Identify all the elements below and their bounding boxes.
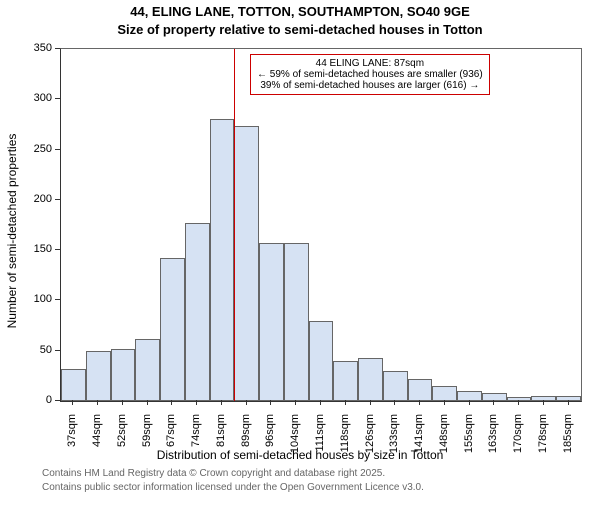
x-tick-mark [345,400,346,405]
x-tick-label: 178sqm [537,414,549,514]
y-tick-mark [55,98,60,99]
y-tick-label: 0 [46,394,52,406]
marker-line [234,49,235,401]
histogram-bar [556,396,581,401]
histogram-bar [135,339,160,401]
y-tick-label: 200 [34,193,52,205]
y-axis-label: Number of semi-detached properties [5,55,19,407]
x-tick-label: 148sqm [438,414,450,514]
y-tick-label: 350 [34,42,52,54]
histogram-bar [259,243,284,401]
histogram-bar [333,361,358,401]
x-tick-label: 89sqm [240,414,252,514]
histogram-bar [309,321,334,401]
x-tick-label: 170sqm [512,414,524,514]
chart-title-1: 44, ELING LANE, TOTTON, SOUTHAMPTON, SO4… [0,4,600,19]
y-tick-mark [55,400,60,401]
x-tick-mark [370,400,371,405]
annotation-line-3: 39% of semi-detached houses are larger (… [257,80,483,91]
y-tick-mark [55,48,60,49]
x-tick-mark [147,400,148,405]
x-tick-label: 44sqm [91,414,103,514]
x-tick-label: 141sqm [413,414,425,514]
x-tick-mark [97,400,98,405]
x-tick-mark [221,400,222,405]
x-tick-mark [419,400,420,405]
x-tick-label: 74sqm [190,414,202,514]
histogram-bar [234,126,259,401]
x-tick-label: 118sqm [339,414,351,514]
y-tick-label: 300 [34,92,52,104]
x-tick-label: 126sqm [364,414,376,514]
y-tick-mark [55,249,60,250]
x-tick-mark [246,400,247,405]
histogram-bar [185,223,210,401]
x-tick-label: 96sqm [264,414,276,514]
chart-container: 44, ELING LANE, TOTTON, SOUTHAMPTON, SO4… [0,0,600,500]
histogram-bar [111,349,136,401]
y-tick-label: 250 [34,143,52,155]
histogram-bar [210,119,235,401]
x-tick-mark [469,400,470,405]
y-tick-mark [55,350,60,351]
x-tick-mark [518,400,519,405]
y-tick-label: 100 [34,293,52,305]
y-tick-mark [55,299,60,300]
x-tick-label: 67sqm [165,414,177,514]
x-tick-mark [270,400,271,405]
x-tick-mark [122,400,123,405]
histogram-bar [408,379,433,401]
x-tick-label: 133sqm [388,414,400,514]
histogram-bar [432,386,457,401]
histogram-bar [284,243,309,401]
x-tick-label: 37sqm [66,414,78,514]
x-tick-label: 52sqm [116,414,128,514]
annotation-line-2: ← 59% of semi-detached houses are smalle… [257,69,483,80]
x-tick-mark [320,400,321,405]
x-tick-mark [493,400,494,405]
x-tick-mark [171,400,172,405]
annotation-line-1: 44 ELING LANE: 87sqm [257,58,483,69]
x-tick-label: 104sqm [289,414,301,514]
histogram-bar [383,371,408,401]
histogram-bar [61,369,86,401]
x-tick-label: 81sqm [215,414,227,514]
x-tick-mark [543,400,544,405]
y-tick-label: 50 [40,344,52,356]
histogram-bar [160,258,185,401]
histogram-bar [358,358,383,401]
x-tick-label: 155sqm [463,414,475,514]
plot-area [60,48,582,402]
chart-title-2: Size of property relative to semi-detach… [0,22,600,37]
annotation-box: 44 ELING LANE: 87sqm ← 59% of semi-detac… [250,54,490,95]
histogram-bar [531,396,556,401]
x-tick-label: 59sqm [141,414,153,514]
x-tick-mark [568,400,569,405]
y-tick-mark [55,149,60,150]
x-tick-mark [72,400,73,405]
x-tick-label: 111sqm [314,414,326,514]
histogram-bar [457,391,482,401]
x-tick-label: 163sqm [487,414,499,514]
histogram-bar [86,351,111,401]
x-tick-mark [394,400,395,405]
x-tick-label: 185sqm [562,414,574,514]
x-tick-mark [196,400,197,405]
y-tick-label: 150 [34,243,52,255]
x-tick-mark [444,400,445,405]
x-tick-mark [295,400,296,405]
y-tick-mark [55,199,60,200]
